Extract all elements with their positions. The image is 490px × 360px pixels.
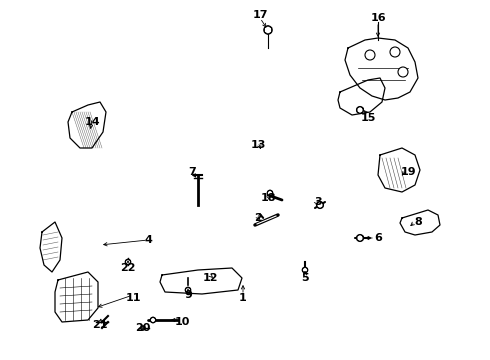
Circle shape bbox=[141, 326, 145, 330]
Text: 9: 9 bbox=[184, 290, 192, 300]
Circle shape bbox=[365, 50, 375, 60]
Text: 17: 17 bbox=[252, 10, 268, 20]
Polygon shape bbox=[338, 78, 385, 115]
Text: 22: 22 bbox=[120, 263, 136, 273]
Polygon shape bbox=[378, 148, 420, 192]
Text: 4: 4 bbox=[144, 235, 152, 245]
Text: 5: 5 bbox=[301, 273, 309, 283]
Text: 2: 2 bbox=[254, 213, 262, 223]
Circle shape bbox=[185, 287, 191, 293]
Text: 15: 15 bbox=[360, 113, 376, 123]
Text: 20: 20 bbox=[135, 323, 151, 333]
Text: 13: 13 bbox=[250, 140, 266, 150]
Text: 10: 10 bbox=[174, 317, 190, 327]
Text: 14: 14 bbox=[84, 117, 100, 127]
Polygon shape bbox=[400, 210, 440, 235]
Circle shape bbox=[150, 317, 156, 323]
Text: 7: 7 bbox=[188, 167, 196, 177]
Circle shape bbox=[267, 190, 273, 196]
Polygon shape bbox=[40, 222, 62, 272]
Circle shape bbox=[357, 107, 364, 113]
Polygon shape bbox=[160, 268, 242, 294]
Text: 16: 16 bbox=[370, 13, 386, 23]
Polygon shape bbox=[68, 102, 106, 148]
Circle shape bbox=[398, 67, 408, 77]
Polygon shape bbox=[345, 38, 418, 100]
Circle shape bbox=[125, 259, 131, 265]
Circle shape bbox=[264, 26, 272, 34]
Text: 3: 3 bbox=[314, 197, 322, 207]
Polygon shape bbox=[55, 272, 98, 322]
Text: 8: 8 bbox=[414, 217, 422, 227]
Text: 12: 12 bbox=[202, 273, 218, 283]
Text: 1: 1 bbox=[239, 293, 247, 303]
Circle shape bbox=[302, 267, 308, 273]
Text: 21: 21 bbox=[92, 320, 108, 330]
Text: 19: 19 bbox=[400, 167, 416, 177]
Circle shape bbox=[317, 202, 323, 208]
Text: 18: 18 bbox=[260, 193, 276, 203]
Text: 11: 11 bbox=[125, 293, 141, 303]
Circle shape bbox=[390, 47, 400, 57]
Circle shape bbox=[357, 234, 364, 242]
Text: 6: 6 bbox=[374, 233, 382, 243]
